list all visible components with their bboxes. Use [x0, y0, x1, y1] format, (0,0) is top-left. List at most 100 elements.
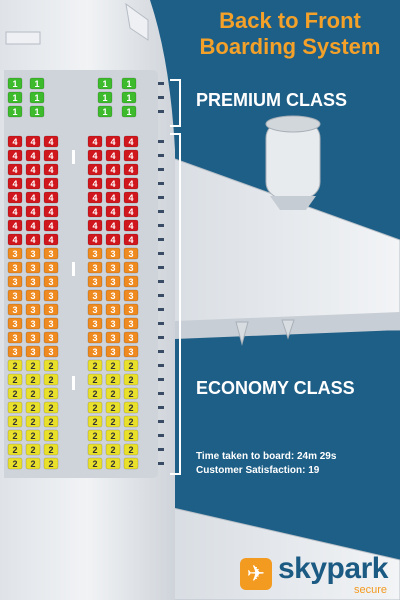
seat-group-2 [105, 443, 121, 456]
window [158, 280, 164, 283]
seat-number: 2 [48, 459, 53, 469]
seat-number: 4 [12, 137, 17, 147]
seat-number: 2 [128, 445, 133, 455]
seat-number: 3 [128, 291, 133, 301]
seat-group-3 [87, 275, 103, 288]
seat-group-3 [25, 317, 41, 330]
seat-group-4 [7, 177, 23, 190]
seat-group-1 [121, 91, 137, 104]
seat-group-3 [7, 275, 23, 288]
seat-group-2 [43, 443, 59, 456]
seat-group-3 [105, 275, 121, 288]
title-line-2: Boarding System [199, 34, 381, 59]
seat-group-2 [87, 443, 103, 456]
seat-number: 4 [30, 207, 35, 217]
seat-number: 3 [48, 305, 53, 315]
seat-number: 4 [30, 221, 35, 231]
seat-number: 4 [48, 151, 53, 161]
seat-number: 2 [12, 459, 17, 469]
brand-logo: ✈ skypark secure [240, 552, 400, 596]
seat-group-3 [7, 303, 23, 316]
seat-number: 2 [30, 445, 35, 455]
seat-number: 3 [30, 319, 35, 329]
seat-number: 3 [30, 277, 35, 287]
seat-number: 3 [92, 333, 97, 343]
window [158, 308, 164, 311]
seat-number: 4 [110, 221, 115, 231]
seat-group-4 [25, 191, 41, 204]
seat-group-3 [105, 289, 121, 302]
seat-number: 2 [30, 417, 35, 427]
seat-group-2 [7, 429, 23, 442]
seat-number: 3 [30, 333, 35, 343]
seat-group-4 [25, 135, 41, 148]
seat-group-4 [43, 191, 59, 204]
window [158, 350, 164, 353]
seat-group-3 [123, 275, 139, 288]
seat-number: 2 [48, 361, 53, 371]
seat-number: 3 [92, 305, 97, 315]
seat-group-4 [105, 177, 121, 190]
seat-group-4 [105, 135, 121, 148]
window [158, 434, 164, 437]
seat-number: 2 [12, 445, 17, 455]
seat-number: 4 [48, 207, 53, 217]
seat-number: 3 [48, 319, 53, 329]
seat-group-4 [87, 191, 103, 204]
seat-group-4 [7, 191, 23, 204]
seat-number: 4 [128, 221, 133, 231]
seat-number: 4 [30, 193, 35, 203]
seat-group-1 [29, 105, 45, 118]
premium-class-label: PREMIUM CLASS [196, 90, 348, 110]
flap-track [281, 319, 295, 340]
seat-group-1 [7, 91, 23, 104]
seat-group-2 [87, 429, 103, 442]
window [158, 378, 164, 381]
seat-group-3 [7, 331, 23, 344]
seat-group-4 [123, 163, 139, 176]
seat-number: 3 [110, 249, 115, 259]
window [158, 82, 164, 85]
seat-group-1 [121, 105, 137, 118]
seat-map: 1 1 1 1 1 1 1 1 1 1 1 1 4 4 4 4 4 4 4 4 4 4 4 4 4 4 4 4 4 4 4 4 4 4 4 4 4 4 4 4… [7, 77, 164, 470]
seat-number: 2 [30, 431, 35, 441]
seat-number: 3 [128, 263, 133, 273]
exit-marker [72, 376, 75, 390]
seat-group-4 [123, 205, 139, 218]
seat-group-3 [87, 261, 103, 274]
seat-number: 4 [30, 137, 35, 147]
seat-group-4 [87, 205, 103, 218]
window [158, 336, 164, 339]
seat-number: 4 [110, 235, 115, 245]
seat-group-4 [7, 233, 23, 246]
seat-number: 4 [92, 193, 97, 203]
seat-group-2 [87, 387, 103, 400]
seat-number: 2 [12, 417, 17, 427]
seat-number: 3 [92, 277, 97, 287]
seat-group-2 [7, 457, 23, 470]
seat-number: 2 [48, 431, 53, 441]
seat-number: 2 [128, 389, 133, 399]
seat-number: 3 [30, 263, 35, 273]
seat-group-4 [43, 205, 59, 218]
seat-group-3 [7, 261, 23, 274]
seat-number: 2 [12, 403, 17, 413]
seat-group-2 [105, 429, 121, 442]
window [158, 322, 164, 325]
seat-number: 3 [92, 291, 97, 301]
seat-group-2 [25, 415, 41, 428]
seat-number: 4 [128, 207, 133, 217]
boarding-stats: Time taken to board: 24m 29s Customer Sa… [196, 450, 336, 478]
seat-group-2 [87, 359, 103, 372]
seat-group-3 [123, 331, 139, 344]
seat-number: 4 [12, 193, 17, 203]
window [158, 238, 164, 241]
seat-group-3 [25, 275, 41, 288]
seat-group-2 [7, 415, 23, 428]
seat-number: 1 [34, 107, 39, 117]
seat-number: 1 [34, 79, 39, 89]
seat-number: 2 [128, 417, 133, 427]
seat-group-1 [97, 105, 113, 118]
window [158, 110, 164, 113]
seat-number: 4 [92, 221, 97, 231]
